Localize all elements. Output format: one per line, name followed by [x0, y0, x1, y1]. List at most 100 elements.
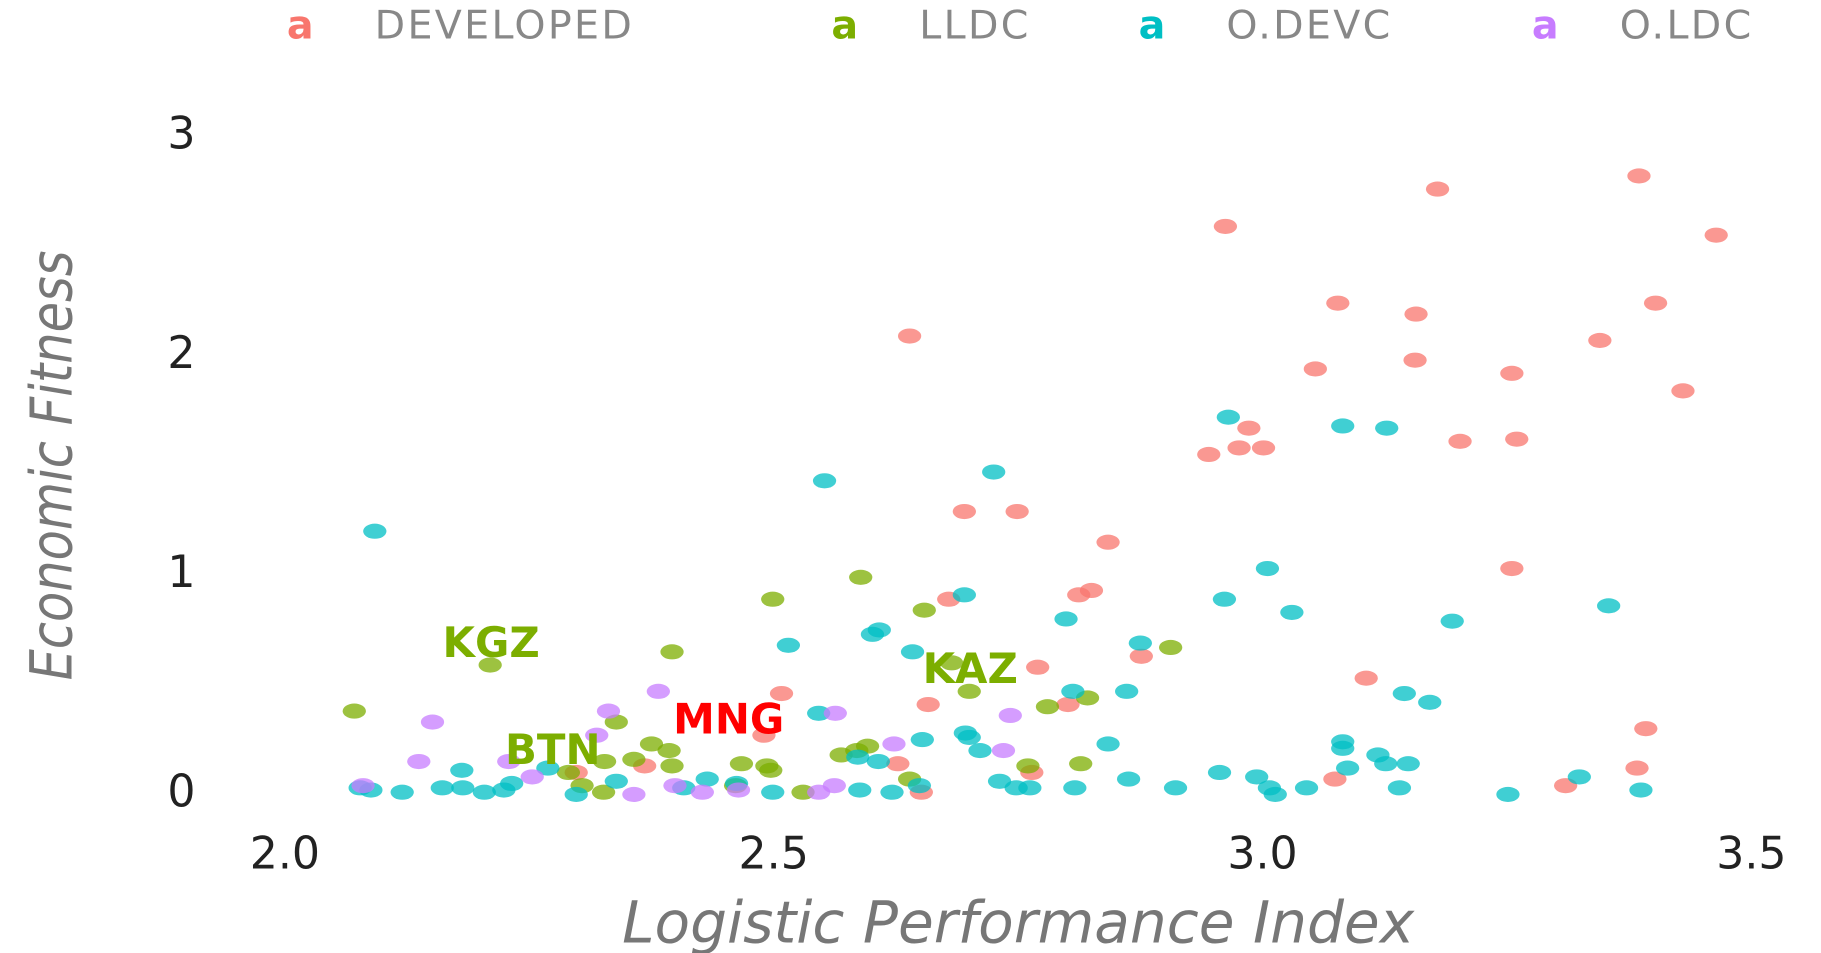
point: [726, 782, 751, 798]
point: [1440, 613, 1464, 629]
point: [1263, 786, 1287, 802]
point: [1629, 782, 1653, 798]
y-tick-label: 1: [167, 547, 195, 598]
point: [769, 685, 794, 702]
point: [991, 743, 1016, 759]
point: [912, 602, 936, 618]
point: [752, 727, 776, 743]
annotation: BTN: [505, 725, 601, 774]
point: [430, 780, 454, 796]
point: [1129, 648, 1153, 664]
point: [646, 683, 670, 699]
point: [472, 784, 496, 800]
y-tick-label: 2: [167, 328, 195, 379]
point: [690, 784, 714, 800]
point: [1500, 560, 1524, 577]
legend-label: O.DEVC: [1226, 2, 1392, 48]
point: [1216, 409, 1240, 425]
point: [1163, 780, 1188, 796]
y-tick-label: 0: [167, 766, 195, 817]
annotation: MNG: [673, 695, 784, 744]
point: [1418, 694, 1442, 710]
legend-label: LLDC: [919, 2, 1030, 48]
point: [812, 473, 837, 489]
point: [596, 703, 621, 719]
point: [1294, 780, 1319, 796]
point: [1016, 758, 1040, 774]
point: [952, 587, 976, 603]
point: [1056, 696, 1080, 713]
point: [1067, 587, 1091, 603]
point: [1374, 756, 1398, 772]
point: [1500, 365, 1524, 381]
point: [822, 778, 846, 794]
point: [660, 758, 684, 774]
legend-key: a: [287, 2, 314, 48]
point: [1496, 786, 1520, 802]
point: [1643, 295, 1668, 311]
point: [407, 753, 431, 770]
point: [604, 773, 628, 789]
point: [1197, 446, 1221, 463]
point: [1627, 168, 1651, 184]
legend-key: a: [1139, 2, 1166, 48]
point: [450, 762, 474, 778]
point: [657, 743, 681, 759]
point: [1597, 598, 1621, 614]
point: [585, 727, 609, 743]
x-tick-label: 2.5: [739, 828, 809, 879]
point: [761, 784, 785, 800]
point: [1392, 685, 1416, 702]
point: [982, 464, 1006, 480]
point: [1212, 591, 1237, 607]
point: [1255, 560, 1280, 577]
point: [556, 764, 581, 781]
point: [916, 696, 940, 713]
point: [1425, 181, 1450, 197]
point: [592, 753, 617, 770]
point: [1387, 780, 1412, 796]
point: [849, 569, 873, 585]
point: [848, 782, 872, 798]
point: [478, 657, 502, 673]
y-tick-label: 3: [167, 108, 195, 159]
point: [910, 732, 934, 748]
point: [1403, 352, 1427, 368]
point: [1396, 756, 1420, 772]
point: [952, 503, 976, 520]
point: [1096, 534, 1120, 550]
point: [807, 705, 831, 721]
point: [1005, 503, 1029, 520]
point: [497, 753, 521, 770]
point: [1404, 306, 1428, 322]
point: [390, 784, 414, 800]
point: [823, 705, 847, 721]
legend-key: a: [1532, 2, 1559, 48]
point: [1035, 699, 1060, 715]
point: [776, 637, 801, 653]
point: [1237, 420, 1261, 436]
point: [1207, 764, 1232, 781]
point: [1303, 361, 1327, 377]
point: [1026, 659, 1050, 675]
point: [1625, 760, 1649, 776]
point: [1448, 433, 1472, 449]
point: [342, 703, 366, 719]
point: [1634, 721, 1658, 737]
x-tick-label: 3.0: [1227, 828, 1297, 879]
point: [1335, 760, 1360, 776]
point: [1128, 635, 1152, 651]
point: [1227, 440, 1251, 456]
point: [451, 780, 475, 796]
point: [1588, 332, 1612, 348]
annotation: KGZ: [443, 618, 540, 667]
point: [660, 644, 684, 660]
point: [1213, 218, 1238, 234]
point: [1505, 431, 1529, 447]
point: [1096, 736, 1120, 752]
point: [968, 743, 992, 759]
point: [1116, 771, 1141, 787]
x-tick-label: 2.0: [250, 828, 320, 879]
